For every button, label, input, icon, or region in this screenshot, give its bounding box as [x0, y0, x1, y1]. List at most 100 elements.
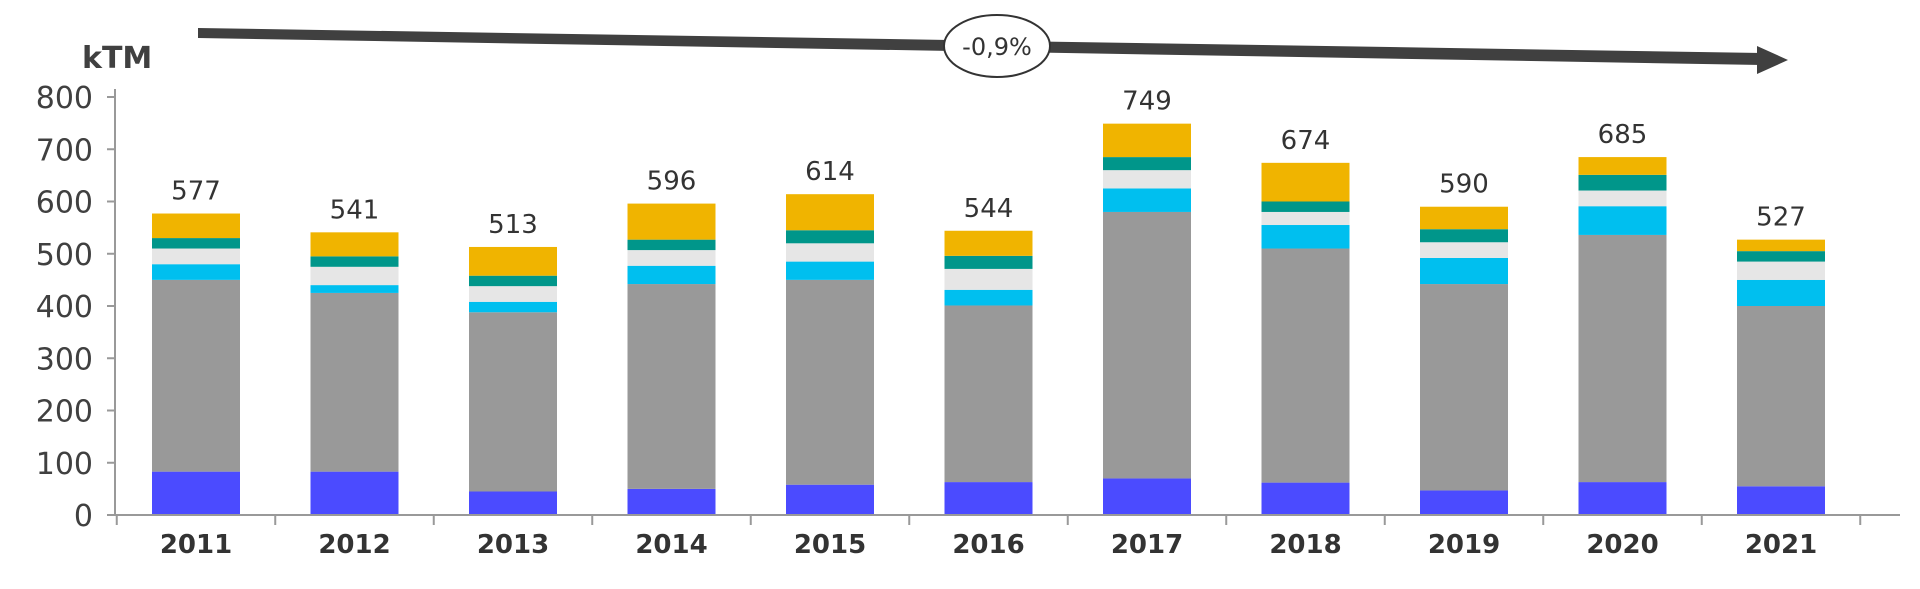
bar-segment	[152, 471, 240, 515]
bar-segment	[1103, 157, 1191, 171]
bar-segment	[1578, 190, 1667, 207]
total-label: 527	[1756, 203, 1806, 233]
bar-2012	[310, 232, 399, 515]
bar-segment	[786, 243, 874, 262]
bar-2013	[469, 246, 557, 515]
bar-segment	[310, 285, 399, 293]
y-tick-label: 700	[36, 133, 93, 168]
y-tick-label: 600	[36, 186, 93, 221]
bar-segment	[1420, 284, 1508, 491]
bar-segment	[1103, 170, 1191, 189]
total-label: 513	[488, 210, 538, 240]
bar-segment	[944, 482, 1033, 515]
x-tick-label: 2020	[1586, 530, 1658, 560]
total-label: 749	[1122, 87, 1172, 117]
x-tick-label: 2018	[1269, 530, 1341, 560]
trend-label-ellipse	[943, 14, 1051, 78]
bar-segment	[1420, 490, 1508, 515]
bar-segment	[944, 305, 1033, 483]
bar-segment	[944, 230, 1033, 256]
x-tick-label: 2015	[794, 530, 866, 560]
bar-segment	[786, 230, 874, 244]
x-tick-label: 2019	[1428, 530, 1500, 560]
y-tick-label: 400	[36, 290, 93, 325]
bar-segment	[1420, 206, 1508, 230]
total-label: 596	[647, 167, 697, 197]
y-tick-label: 300	[36, 342, 93, 377]
y-tick-label: 100	[36, 447, 93, 482]
x-tick-label: 2017	[1111, 530, 1183, 560]
x-tick-label: 2011	[160, 530, 232, 560]
bar-segment	[1261, 225, 1350, 249]
bar-segment	[469, 275, 557, 287]
trend-arrow-head	[1757, 46, 1788, 74]
bar-segment	[1737, 486, 1825, 515]
x-axis: 2011 2012 2013 2014 2015 2016 2017 2018 2019 2020…	[115, 514, 1900, 560]
bar-segment	[786, 484, 874, 515]
bar-segment	[1737, 261, 1825, 280]
bar-segment	[1578, 482, 1667, 515]
bar-segment	[1261, 211, 1350, 226]
trend-label: -0,9%	[962, 33, 1032, 61]
bar-segment	[627, 488, 716, 515]
bar-segment	[627, 239, 716, 251]
bar-segment	[1261, 201, 1350, 212]
bar-segment	[1103, 478, 1191, 515]
bar-segment	[944, 268, 1033, 290]
bar-segment	[152, 238, 240, 249]
bar-segment	[627, 284, 716, 489]
x-tick-label: 2016	[952, 530, 1024, 560]
y-axis: 0 100 200 300 400 500 600 700 800	[36, 81, 116, 534]
bar-2014	[627, 203, 716, 515]
bar-segment	[152, 279, 240, 472]
total-label: 614	[805, 157, 855, 187]
bar-segment	[627, 250, 716, 266]
bars	[152, 123, 1825, 515]
x-tick-label: 2014	[635, 530, 707, 560]
bar-2015	[786, 194, 874, 515]
total-label: 544	[964, 194, 1014, 224]
bar-segment	[1420, 229, 1508, 243]
bar-segment	[469, 491, 557, 515]
bar-segment	[152, 264, 240, 280]
bar-segment	[1578, 157, 1667, 175]
y-tick-label: 200	[36, 395, 93, 430]
bar-segment	[310, 471, 399, 515]
bar-segment	[1737, 239, 1825, 252]
bar-segment	[1261, 482, 1350, 515]
bar-2019	[1420, 206, 1508, 515]
bar-segment	[1578, 206, 1667, 235]
bar-2018	[1261, 162, 1350, 515]
bar-segment	[944, 255, 1033, 269]
bar-2016	[944, 230, 1033, 515]
bar-segment	[1261, 248, 1350, 483]
x-tick-label: 2021	[1745, 530, 1817, 560]
bar-segment	[310, 266, 399, 286]
bar-segment	[1737, 251, 1825, 262]
bar-segment	[310, 292, 399, 472]
y-tick-label: 0	[74, 499, 93, 534]
bar-segment	[944, 289, 1033, 306]
bar-segment	[1103, 211, 1191, 479]
bar-segment	[1103, 123, 1191, 158]
bar-segment	[786, 261, 874, 280]
bar-segment	[627, 203, 716, 240]
total-label: 577	[171, 177, 221, 207]
y-tick-label: 800	[36, 81, 93, 116]
total-labels: 577 541 513 596 614 544 749 674 590 685 527	[171, 87, 1806, 240]
bar-segment	[310, 232, 399, 257]
bar-segment	[1420, 242, 1508, 258]
bar-segment	[627, 265, 716, 285]
trend-arrow: -0,9%	[198, 14, 1788, 78]
bar-segment	[786, 279, 874, 485]
bar-segment	[469, 246, 557, 276]
bar-2021	[1737, 239, 1825, 515]
bar-segment	[469, 312, 557, 492]
bar-2017	[1103, 123, 1191, 515]
bar-segment	[1261, 162, 1350, 202]
bar-2011	[152, 213, 240, 515]
total-label: 541	[330, 195, 380, 225]
total-label: 674	[1281, 126, 1331, 156]
bar-segment	[1578, 234, 1667, 483]
x-tick-label: 2013	[477, 530, 549, 560]
